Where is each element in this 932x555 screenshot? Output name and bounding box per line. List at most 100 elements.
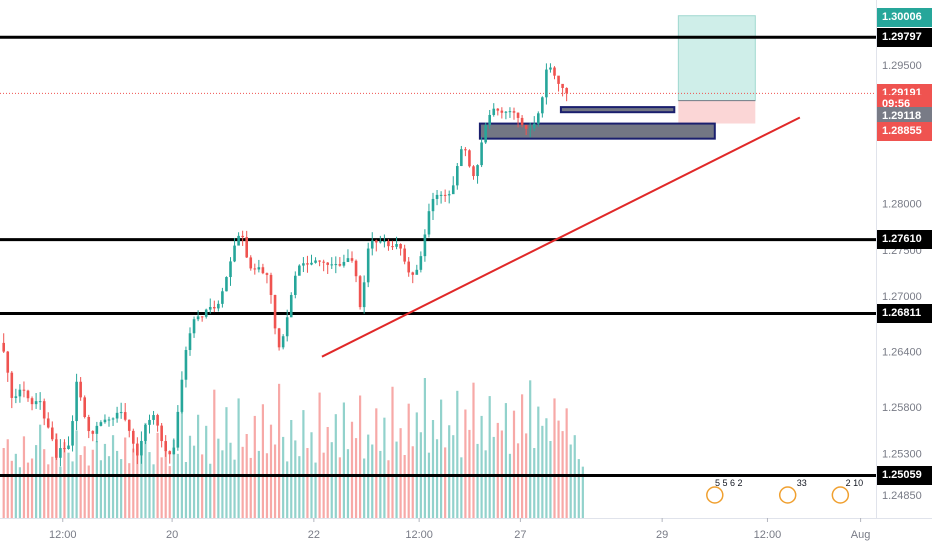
volume-bar bbox=[363, 458, 366, 518]
candle-body bbox=[484, 125, 487, 143]
zone-rectangles[interactable] bbox=[478, 106, 716, 140]
volume-bar bbox=[415, 412, 418, 518]
event-markers[interactable]: 5 5 6 2 33 2 10 bbox=[706, 478, 863, 504]
volume-bar bbox=[14, 453, 17, 518]
event-flag-icon[interactable] bbox=[706, 486, 724, 504]
time-tick-label: 20 bbox=[166, 529, 178, 541]
candle-body bbox=[407, 261, 410, 273]
candle-body bbox=[184, 350, 188, 380]
volume-bar bbox=[379, 450, 382, 518]
volume-bar bbox=[39, 424, 42, 518]
candle-body bbox=[160, 425, 163, 442]
time-axis[interactable]: 12:00 20 22 12:00 27 29 12:00 Aug bbox=[49, 518, 870, 541]
candle-body bbox=[565, 87, 568, 94]
candle-body bbox=[136, 443, 139, 456]
volume-bar bbox=[521, 394, 524, 518]
position-tool[interactable] bbox=[677, 15, 756, 124]
candle-body bbox=[237, 235, 240, 246]
event-flag-icon[interactable] bbox=[831, 486, 850, 504]
volume-bar bbox=[456, 390, 459, 518]
volume-bar bbox=[326, 427, 329, 518]
price-tick-label: 1.29500 bbox=[882, 60, 922, 72]
price-tag-label[interactable]: 1.26811 bbox=[877, 303, 932, 323]
candle-body bbox=[22, 389, 26, 391]
candle-body bbox=[528, 128, 532, 130]
volume-bar bbox=[201, 454, 204, 518]
volume-bar bbox=[322, 452, 325, 518]
price-axis[interactable]: 1.295001.280001.275001.270001.264001.258… bbox=[882, 60, 922, 502]
candle-body bbox=[221, 291, 224, 304]
volume-bar bbox=[144, 422, 147, 518]
candle-body bbox=[294, 275, 297, 295]
take-profit-zone[interactable] bbox=[677, 15, 756, 102]
candle-body bbox=[46, 418, 50, 428]
candle-body bbox=[34, 401, 38, 405]
candle-body bbox=[18, 389, 22, 397]
volume-bar bbox=[541, 425, 544, 518]
volume-bar bbox=[350, 421, 354, 518]
volume-bar bbox=[257, 450, 260, 518]
volume-bar bbox=[492, 436, 495, 518]
candle-body bbox=[14, 396, 18, 398]
volume-bars bbox=[2, 378, 584, 518]
volume-bar bbox=[51, 456, 54, 518]
candle-body bbox=[411, 272, 415, 275]
volume-bar bbox=[476, 443, 479, 518]
candle-body bbox=[152, 415, 155, 420]
volume-bar bbox=[10, 460, 13, 518]
candle-body bbox=[464, 149, 467, 151]
candle-body bbox=[492, 108, 496, 115]
stop-loss-zone[interactable] bbox=[678, 100, 756, 124]
candle-body bbox=[107, 419, 111, 421]
candle-body bbox=[451, 185, 455, 195]
price-tag-label[interactable]: 1.27610 bbox=[877, 230, 932, 250]
event-flag-icon[interactable] bbox=[778, 486, 797, 504]
volume-bar bbox=[124, 437, 127, 518]
candle-body bbox=[6, 351, 10, 373]
candle-body bbox=[391, 246, 394, 248]
volume-bar bbox=[261, 404, 264, 518]
volume-bar bbox=[294, 440, 297, 518]
zone-rectangle[interactable] bbox=[559, 106, 676, 114]
trendline[interactable] bbox=[321, 116, 801, 358]
price-tag-label[interactable]: 1.28855 bbox=[877, 121, 932, 141]
volume-bar bbox=[87, 465, 90, 518]
price-tick-label: 1.28000 bbox=[882, 199, 922, 211]
candle-body bbox=[241, 235, 244, 238]
zone-rectangle[interactable] bbox=[478, 122, 716, 140]
horizontal-levels[interactable] bbox=[0, 35, 876, 478]
volume-bar bbox=[47, 464, 50, 518]
price-tick-label: 1.25800 bbox=[882, 402, 922, 414]
volume-bar bbox=[581, 466, 584, 518]
price-tag-label[interactable]: 1.30006 bbox=[877, 8, 932, 28]
event-count-label: 33 bbox=[797, 478, 807, 488]
volume-bar bbox=[221, 450, 224, 518]
candle-body bbox=[334, 264, 338, 266]
volume-bar bbox=[354, 438, 358, 518]
volume-bar bbox=[192, 445, 196, 518]
candle-body bbox=[431, 198, 435, 212]
candle-body bbox=[257, 267, 261, 270]
candle-body bbox=[415, 269, 419, 275]
candle-body bbox=[362, 282, 366, 308]
volume-bar bbox=[26, 462, 30, 518]
price-tag-label[interactable]: 1.25059 bbox=[877, 466, 932, 486]
candle-body bbox=[30, 398, 34, 405]
price-tag-label[interactable]: 1.29797 bbox=[877, 27, 932, 47]
volume-bar bbox=[71, 461, 74, 518]
volume-bar bbox=[172, 439, 175, 518]
price-tag-label[interactable]: 1.29118 bbox=[877, 107, 932, 127]
candle-body bbox=[549, 67, 552, 70]
candle-body bbox=[314, 260, 317, 263]
time-tick-label: 12:00 bbox=[754, 529, 782, 541]
volume-bar bbox=[107, 456, 111, 518]
volume-bar bbox=[338, 457, 341, 518]
volume-bar bbox=[184, 462, 188, 518]
volume-bar bbox=[152, 464, 155, 518]
candle-body bbox=[302, 263, 305, 266]
candle-body bbox=[460, 149, 463, 167]
trendline-group[interactable] bbox=[321, 116, 801, 358]
candle-body bbox=[51, 427, 54, 440]
